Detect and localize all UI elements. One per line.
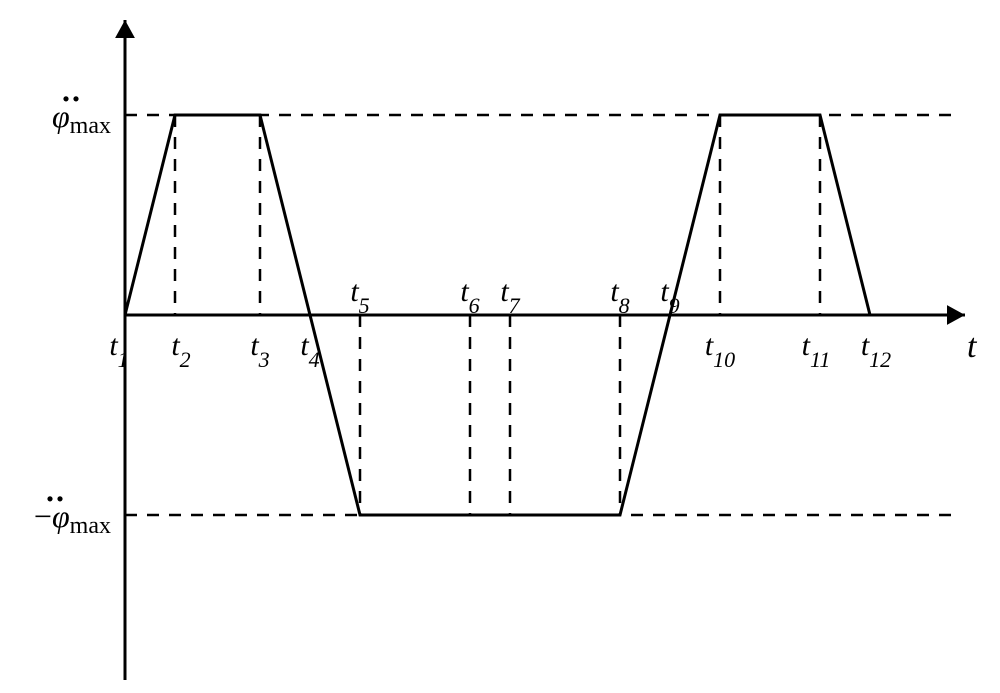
x-axis-arrowhead [947, 305, 965, 325]
y-label-neg-max: −φmax [34, 496, 111, 539]
tick-t3: t3 [250, 329, 269, 372]
svg-text:−φmax: −φmax [34, 498, 111, 539]
tick-t4: t4 [300, 329, 319, 372]
trapezoid-acceleration-profile: φmax −φmax t t1t2t3t4t5t6t7t8t9t10t11t12 [0, 0, 1000, 693]
x-axis-label: t [967, 328, 978, 365]
tick-t12: t12 [861, 329, 891, 372]
tick-t8: t8 [610, 275, 629, 318]
tick-t5: t5 [350, 275, 369, 318]
y-axis-arrowhead [115, 20, 135, 38]
tick-t11: t11 [802, 329, 831, 372]
time-tick-labels: t1t2t3t4t5t6t7t8t9t10t11t12 [109, 275, 891, 372]
tick-t2: t2 [171, 329, 190, 372]
tick-t7: t7 [500, 275, 520, 318]
tick-t6: t6 [460, 275, 479, 318]
tick-t10: t10 [705, 329, 735, 372]
svg-text:φmax: φmax [52, 98, 111, 139]
y-label-pos-max: φmax [52, 96, 111, 139]
tick-t9: t9 [660, 275, 679, 318]
